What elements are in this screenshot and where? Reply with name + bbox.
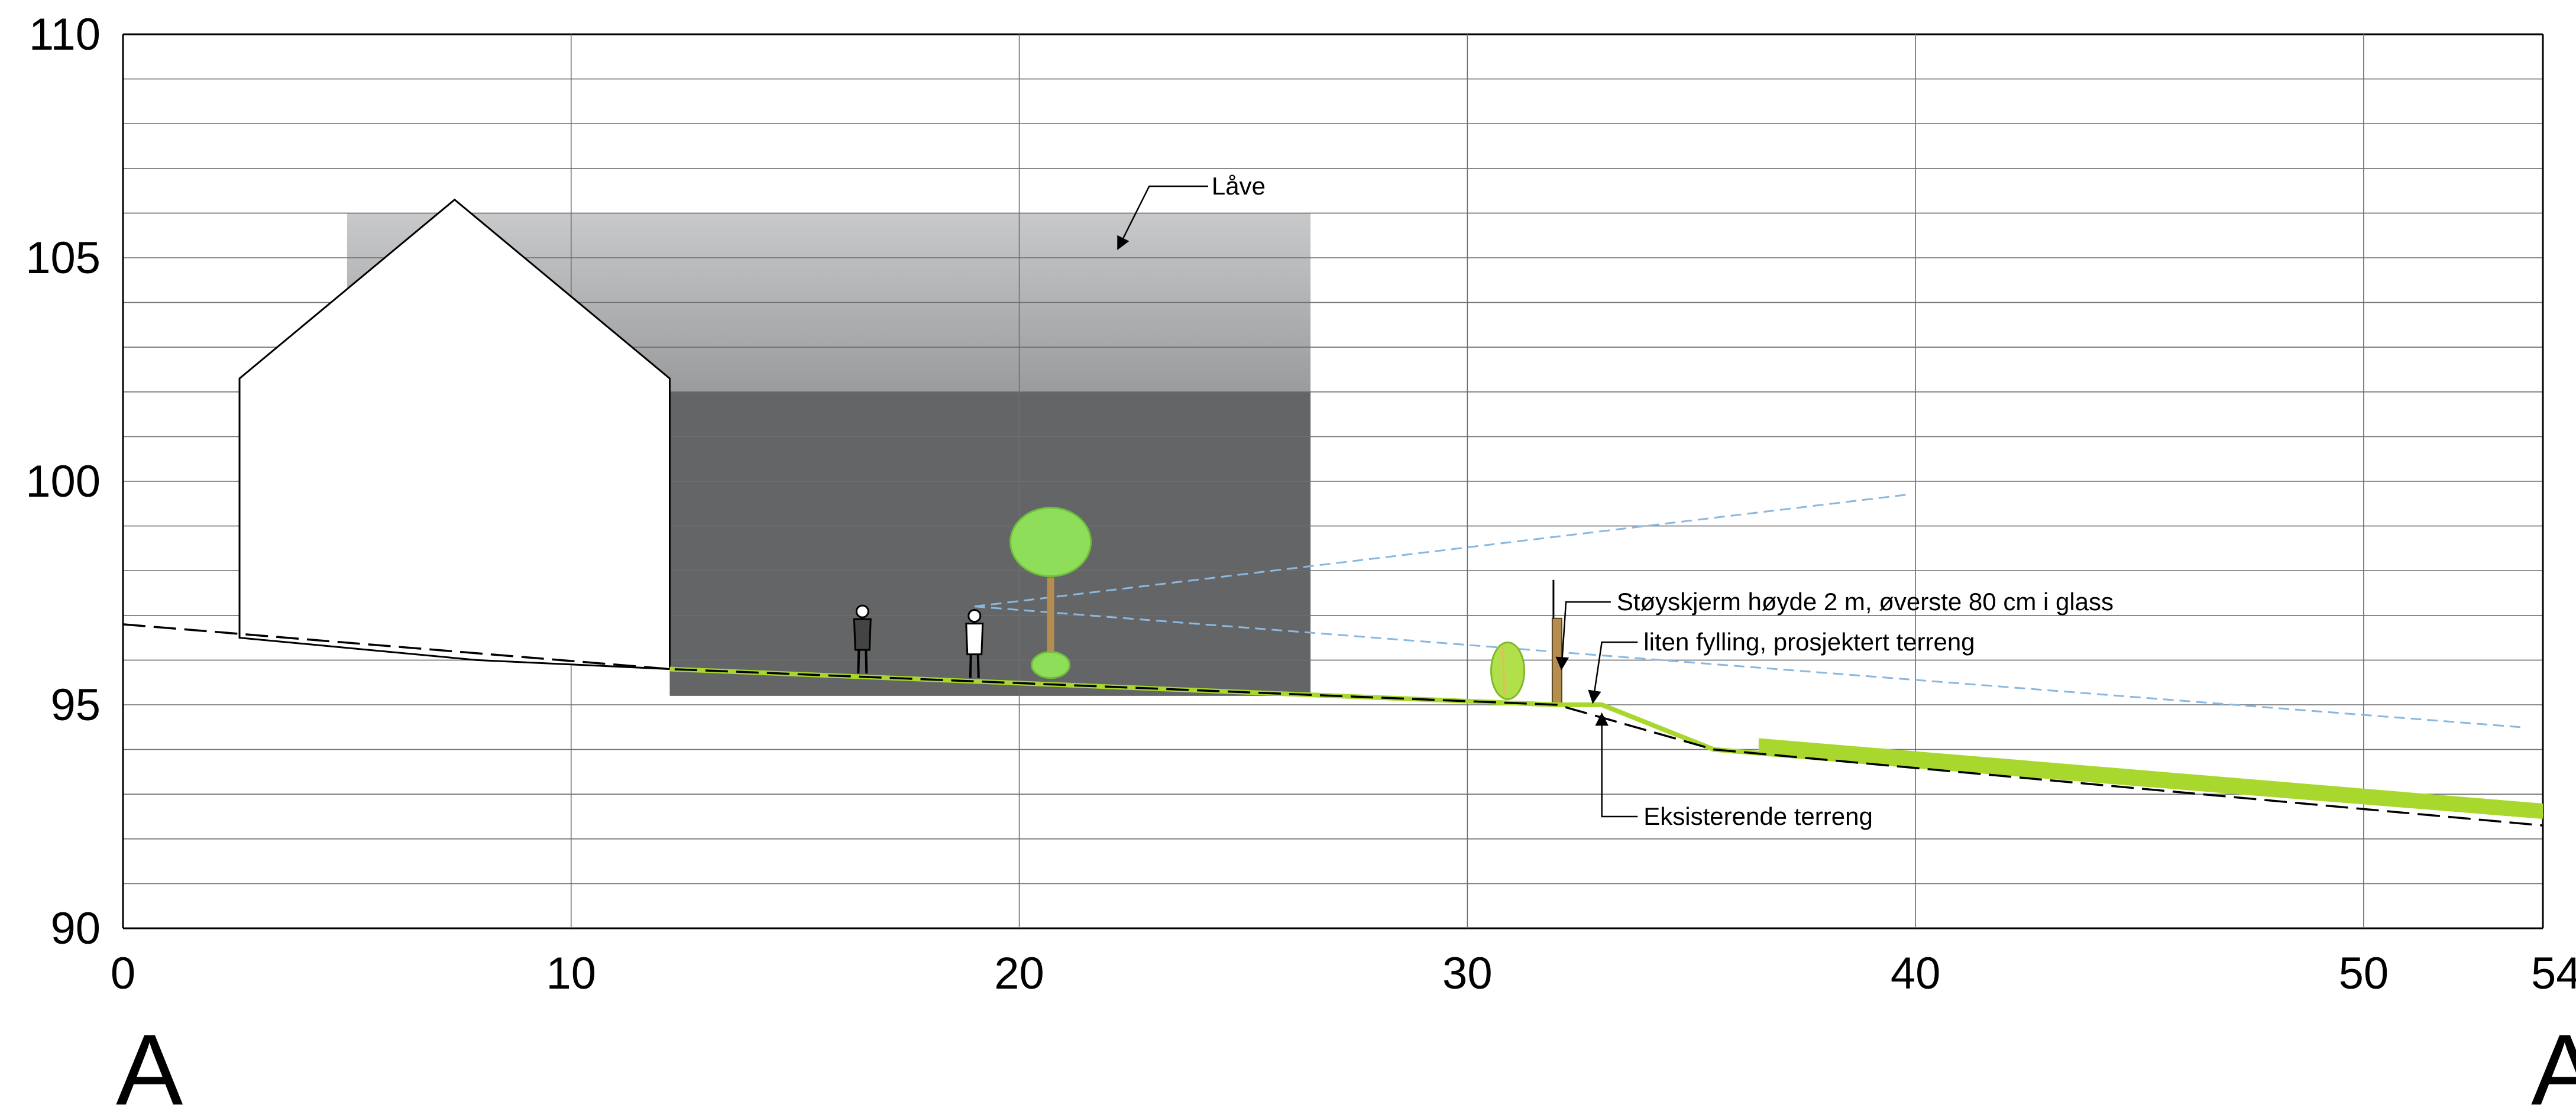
tree-crown	[1011, 508, 1091, 576]
leader-line	[1602, 714, 1638, 817]
annotation-label: liten fylling, prosjektert terreng	[1643, 628, 1975, 656]
y-tick-label: 105	[25, 233, 101, 283]
grass-band	[1759, 738, 2543, 817]
y-tick-label: 90	[50, 903, 101, 954]
person-head	[969, 610, 980, 622]
person-head	[856, 605, 868, 617]
annotation-label: Støyskjerm høyde 2 m, øverste 80 cm i gl…	[1617, 588, 2114, 616]
y-tick-label: 110	[29, 9, 101, 60]
x-tick-label: 40	[1891, 948, 1941, 999]
x-tick-label: 50	[2339, 948, 2389, 999]
tree-trunk	[1047, 578, 1054, 660]
person-body	[966, 624, 983, 655]
shrub	[1491, 642, 1525, 699]
y-tick-label: 95	[50, 680, 101, 730]
x-tick-label: 54	[2531, 948, 2576, 999]
annotation-label: Låve	[1212, 172, 1266, 200]
tree-base-shrub	[1032, 652, 1070, 678]
leader-line	[1593, 642, 1638, 702]
x-tick-label: 20	[994, 948, 1044, 999]
shrub-stem	[1503, 647, 1504, 694]
leader-line	[1561, 602, 1610, 669]
person-body	[854, 619, 870, 650]
x-tick-label: 0	[111, 948, 135, 999]
barn-lower-volume	[669, 392, 1310, 696]
section-marker-right: A	[2531, 1014, 2576, 1111]
annotation-label: Eksisterende terreng	[1643, 802, 1873, 830]
noise-barrier-post	[1552, 618, 1562, 705]
x-tick-label: 10	[546, 948, 597, 999]
person-leg	[858, 650, 859, 673]
person-leg	[970, 655, 971, 678]
x-tick-label: 30	[1442, 948, 1493, 999]
person-leg	[978, 655, 979, 678]
y-tick-label: 100	[25, 456, 101, 507]
section-marker-left: A	[116, 1014, 183, 1111]
